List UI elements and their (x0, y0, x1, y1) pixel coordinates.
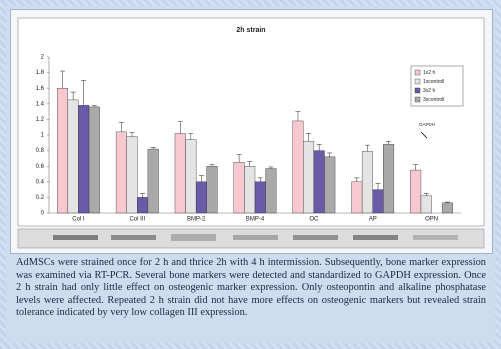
bar (314, 151, 325, 213)
annotation: GAPDH (419, 122, 435, 127)
bar (255, 182, 266, 213)
bar (421, 196, 432, 213)
bar (89, 107, 100, 213)
caption: AdMSCs were strained once for 2 h and th… (16, 257, 486, 320)
x-tick-label: BMP-2 (187, 217, 206, 223)
bar (410, 170, 421, 213)
bar (442, 203, 453, 213)
gel-band (413, 235, 458, 240)
legend-label: 1xcontroll (423, 79, 444, 85)
chart: 2h strain GAPDH 00.20.40.60.811.21.41.61… (11, 10, 492, 253)
chart-title: 2h strain (236, 27, 265, 34)
bar (324, 157, 335, 213)
x-tick-label: Col III (129, 217, 145, 223)
legend-swatch (415, 97, 420, 102)
legend-swatch (415, 70, 420, 75)
y-tick-label: 1.6 (36, 86, 45, 92)
y-tick-label: 0.4 (36, 179, 45, 185)
gel-band (233, 235, 278, 240)
bar (175, 133, 186, 213)
bar (186, 140, 197, 213)
bar (57, 88, 68, 213)
bar (303, 141, 314, 213)
y-tick-label: 0.2 (36, 195, 45, 201)
bar (373, 190, 384, 213)
bar (266, 169, 277, 213)
x-tick-label: OC (309, 217, 319, 223)
gel-band (111, 235, 156, 240)
x-tick-label: OPN (425, 217, 438, 223)
y-tick-label: 1.4 (36, 101, 45, 107)
bar (207, 166, 218, 213)
bar (244, 166, 255, 213)
bar (196, 182, 207, 213)
legend-label: 1x2 h (423, 70, 435, 76)
bar (234, 162, 245, 213)
bar (78, 105, 89, 213)
gel-band (171, 234, 216, 241)
gel-band (353, 235, 398, 240)
bar (148, 149, 159, 213)
bar (127, 137, 138, 213)
bar (362, 151, 373, 213)
page: 2h strain GAPDH 00.20.40.60.811.21.41.61… (0, 0, 501, 349)
gel-band (293, 235, 338, 240)
legend-label: 3xcontroll (423, 97, 444, 103)
bar (383, 144, 394, 213)
x-tick-label: Col I (72, 217, 85, 223)
y-tick-label: 1.8 (36, 70, 45, 76)
y-tick-label: 0.8 (36, 148, 45, 154)
legend-label: 3x2 h (423, 88, 435, 94)
y-tick-label: 1.2 (36, 117, 45, 123)
bar (137, 197, 148, 213)
x-tick-label: BMP-4 (246, 217, 265, 223)
y-tick-label: 0.6 (36, 164, 45, 170)
gel-band (53, 235, 98, 240)
bar (116, 132, 127, 213)
bar (293, 121, 304, 213)
bar (352, 182, 363, 213)
x-tick-label: AP (369, 217, 377, 223)
legend-swatch (415, 88, 420, 93)
gel-bands (53, 234, 458, 241)
bar (68, 100, 79, 213)
legend-swatch (415, 79, 420, 84)
